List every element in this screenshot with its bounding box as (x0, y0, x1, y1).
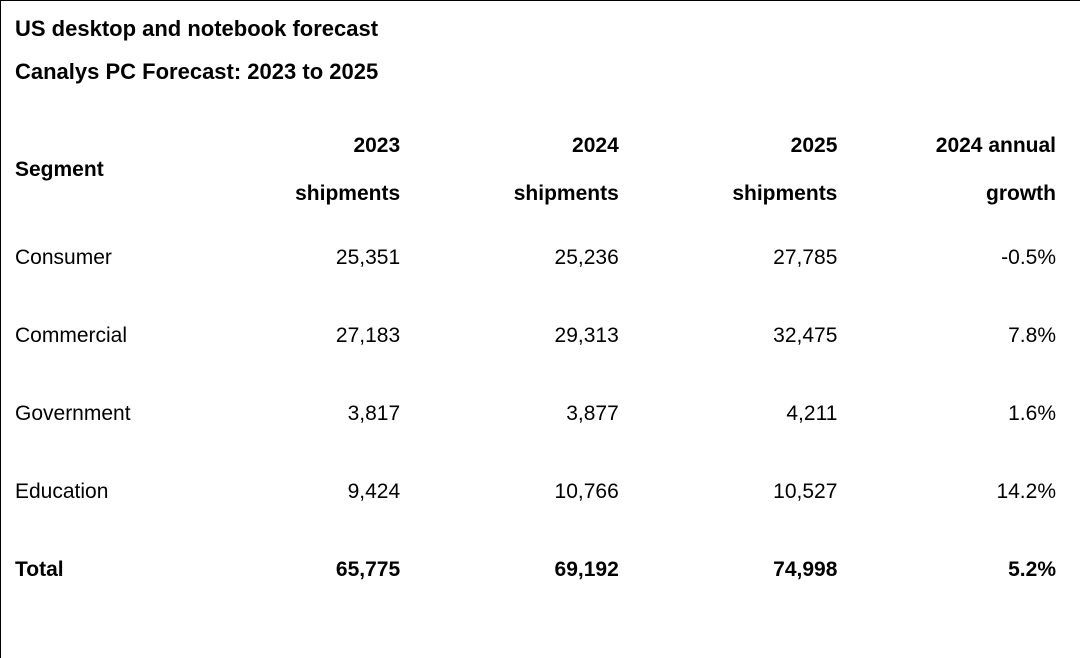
forecast-table: Segment 2023 shipments 2024 shipments 20… (15, 122, 1056, 609)
cell-value: 9,424 (182, 453, 401, 531)
col-header-text: shipments (619, 170, 838, 218)
cell-value: 10,527 (619, 453, 838, 531)
page-subtitle: Canalys PC Forecast: 2023 to 2025 (15, 58, 1056, 87)
cell-value: 29,313 (400, 297, 619, 375)
cell-value: 3,877 (400, 375, 619, 453)
cell-segment: Consumer (15, 219, 182, 297)
cell-segment: Education (15, 453, 182, 531)
cell-value: 27,785 (619, 219, 838, 297)
col-header-2024: 2024 shipments (400, 122, 619, 219)
table-row: Consumer 25,351 25,236 27,785 -0.5% (15, 219, 1056, 297)
cell-value: 1.6% (837, 375, 1056, 453)
col-header-text: shipments (400, 170, 619, 218)
cell-value: 32,475 (619, 297, 838, 375)
col-header-text: 2024 (400, 122, 619, 170)
col-header-text: 2024 annual (837, 122, 1056, 170)
col-header-text: 2023 (182, 122, 401, 170)
col-header-segment: Segment (15, 122, 182, 219)
table-row: Education 9,424 10,766 10,527 14.2% (15, 453, 1056, 531)
table-row-total: Total 65,775 69,192 74,998 5.2% (15, 531, 1056, 609)
col-header-text: growth (837, 170, 1056, 218)
col-header-growth: 2024 annual growth (837, 122, 1056, 219)
cell-value: 25,351 (182, 219, 401, 297)
forecast-frame: US desktop and notebook forecast Canalys… (0, 0, 1080, 658)
cell-segment-total: Total (15, 531, 182, 609)
cell-value: -0.5% (837, 219, 1056, 297)
cell-value: 14.2% (837, 453, 1056, 531)
cell-value-total: 69,192 (400, 531, 619, 609)
col-header-2023: 2023 shipments (182, 122, 401, 219)
cell-value: 10,766 (400, 453, 619, 531)
cell-value: 7.8% (837, 297, 1056, 375)
cell-value: 4,211 (619, 375, 838, 453)
col-header-2025: 2025 shipments (619, 122, 838, 219)
cell-segment: Government (15, 375, 182, 453)
col-header-text: Segment (15, 146, 182, 194)
cell-value: 3,817 (182, 375, 401, 453)
table-header: Segment 2023 shipments 2024 shipments 20… (15, 122, 1056, 219)
col-header-text: shipments (182, 170, 401, 218)
page-title: US desktop and notebook forecast (15, 15, 1056, 44)
cell-value: 27,183 (182, 297, 401, 375)
cell-segment: Commercial (15, 297, 182, 375)
cell-value-total: 5.2% (837, 531, 1056, 609)
cell-value-total: 74,998 (619, 531, 838, 609)
table-row: Government 3,817 3,877 4,211 1.6% (15, 375, 1056, 453)
col-header-text: 2025 (619, 122, 838, 170)
table-row: Commercial 27,183 29,313 32,475 7.8% (15, 297, 1056, 375)
cell-value: 25,236 (400, 219, 619, 297)
cell-value-total: 65,775 (182, 531, 401, 609)
